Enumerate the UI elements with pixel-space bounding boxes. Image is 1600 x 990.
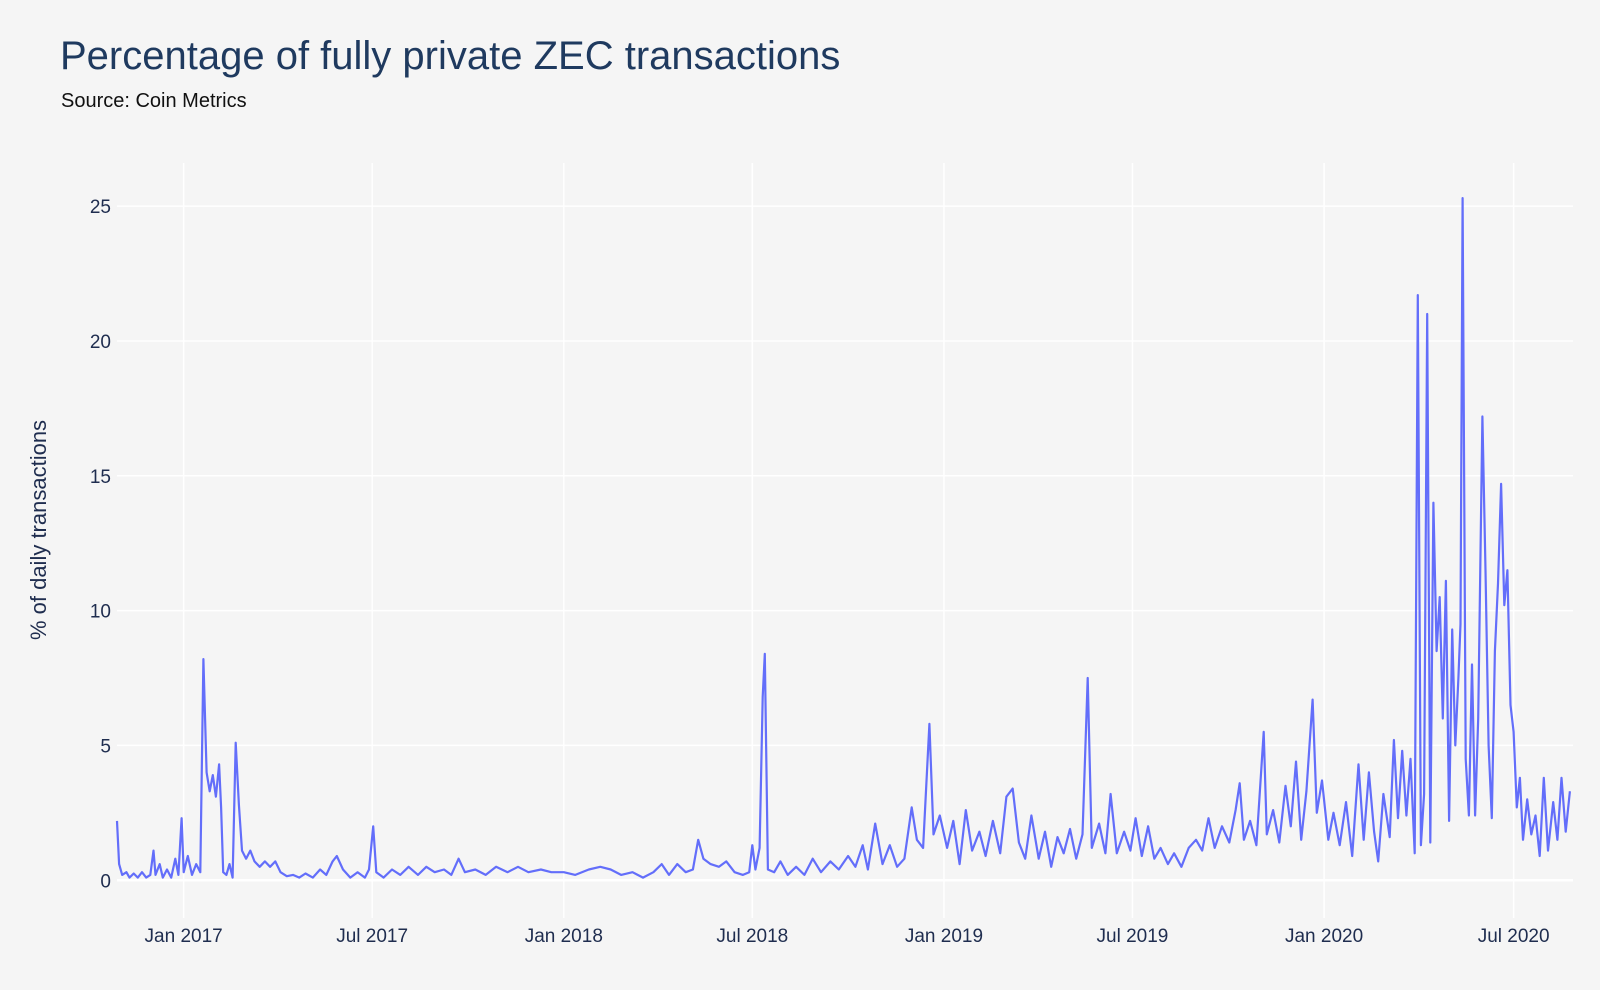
chart-title: Percentage of fully private ZEC transact… <box>60 34 841 78</box>
y-axis-label: % of daily transactions <box>26 420 51 640</box>
y-tick-label: 25 <box>90 197 111 218</box>
series-lines <box>115 197 1571 879</box>
y-tick-label: 20 <box>90 332 111 353</box>
x-tick-label: Jan 2019 <box>905 926 983 947</box>
gridlines <box>117 163 1573 918</box>
x-tick-label: Jan 2020 <box>1285 926 1363 947</box>
y-tick-label: 10 <box>90 602 111 623</box>
y-tick-label: 5 <box>100 736 111 757</box>
chart-subtitle: Source: Coin Metrics <box>61 90 247 112</box>
y-tick-label: 15 <box>90 467 111 488</box>
x-axis-ticks: Jan 2017 Jul 2017 Jan 2018 Jul 2018 Jan 2019… <box>145 926 1550 947</box>
x-tick-label: Jul 2017 <box>336 926 408 947</box>
x-tick-label: Jan 2018 <box>525 926 603 947</box>
x-tick-label: Jan 2017 <box>145 926 223 947</box>
x-tick-label: Jul 2018 <box>716 926 788 947</box>
y-axis-ticks: 0 5 10 15 20 25 <box>90 197 111 892</box>
y-tick-label: 0 <box>100 871 111 892</box>
x-tick-label: Jul 2020 <box>1478 926 1550 947</box>
series-line <box>115 197 1571 879</box>
x-tick-label: Jul 2019 <box>1097 926 1169 947</box>
